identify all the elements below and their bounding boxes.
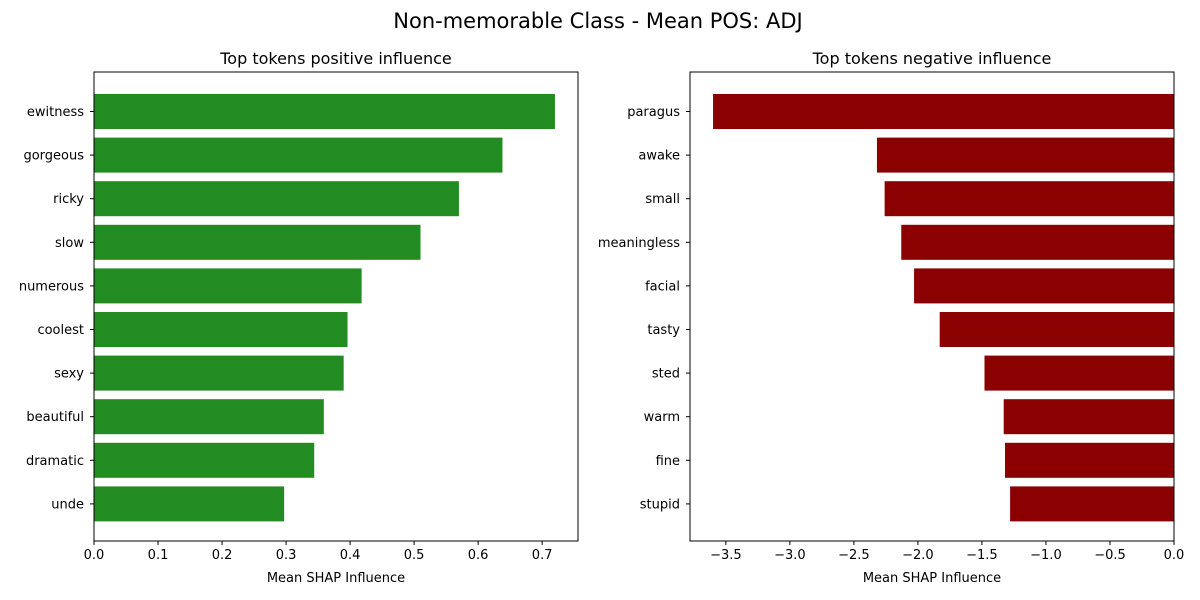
y-tick-label: coolest [37,323,84,338]
x-tick-label: −2.5 [838,548,870,563]
y-tick-label: tasty [647,323,680,338]
bar-positive-ricky [94,181,459,217]
y-tick-label: ricky [53,192,84,207]
y-tick-label: stupid [640,497,680,512]
bar-negative-paragus [713,94,1174,129]
y-tick-label: sexy [54,367,84,382]
bar-positive-numerous [94,268,362,304]
x-tick-label: 0.3 [276,548,297,563]
bar-negative-fine [1004,442,1174,478]
x-tick-label: 0.6 [468,548,489,563]
y-tick-label: dramatic [26,454,84,469]
bar-positive-unde [94,486,285,522]
x-tick-label: −0.5 [1094,548,1126,563]
x-tick-label: 0.1 [148,548,169,563]
y-tick-label: ewitness [27,105,84,120]
bar-negative-stupid [1010,486,1174,522]
x-tick-label: 0.2 [212,548,233,563]
y-tick-label: warm [644,410,680,425]
x-tick-label: 0.5 [404,548,425,563]
y-tick-label: beautiful [26,410,84,425]
x-tick-label: −2.0 [902,548,934,563]
bar-negative-meaningless [901,224,1174,260]
bar-positive-sexy [94,355,344,391]
bar-negative-sted [984,355,1174,391]
y-tick-label: awake [638,149,680,164]
negative-influence-chart: paragus awake small meaningless facial tasty s… [598,49,1184,586]
x-tick-label: 0.4 [340,548,361,563]
y-tick-label: unde [51,497,84,512]
y-tick-label: sted [652,367,680,382]
bar-negative-warm [1003,399,1174,435]
y-tick-label: meaningless [598,236,680,251]
bar-positive-dramatic [94,442,315,478]
plot-frame [689,71,1175,542]
figure-title: Non-memorable Class - Mean POS: ADJ [393,9,802,33]
bar-positive-slow [94,224,421,260]
bar-negative-small [884,181,1174,217]
chart-title: Top tokens negative influence [812,49,1052,68]
y-tick-label: numerous [19,279,84,294]
positive-influence-chart: ewitness gorgeous ricky slow numerous coolest… [19,49,579,586]
x-tick-label: −1.5 [966,548,998,563]
y-tick-label: gorgeous [23,149,84,164]
x-tick-label: −3.0 [774,548,806,563]
bar-positive-gorgeous [94,137,503,173]
x-tick-label: 0.7 [532,548,553,563]
y-tick-label: facial [645,279,680,294]
x-axis-label: Mean SHAP Influence [267,571,405,586]
bar-positive-coolest [94,312,348,347]
bar-negative-tasty [939,312,1174,347]
y-tick-label: slow [55,236,84,251]
y-tick-label: small [645,192,680,207]
x-tick-label: 0.0 [84,548,105,563]
x-axis-label: Mean SHAP Influence [863,571,1001,586]
bar-positive-beautiful [94,399,324,435]
y-tick-label: paragus [627,105,680,120]
x-tick-label: −3.5 [710,548,742,563]
bar-positive-ewitness [94,94,555,129]
chart-title: Top tokens positive influence [219,49,452,68]
plot-frame [93,71,579,542]
x-tick-label: −1.0 [1030,548,1062,563]
x-tick-label: 0.0 [1164,548,1185,563]
bar-negative-facial [914,268,1174,304]
bar-negative-awake [876,137,1174,173]
y-tick-label: fine [656,454,680,469]
